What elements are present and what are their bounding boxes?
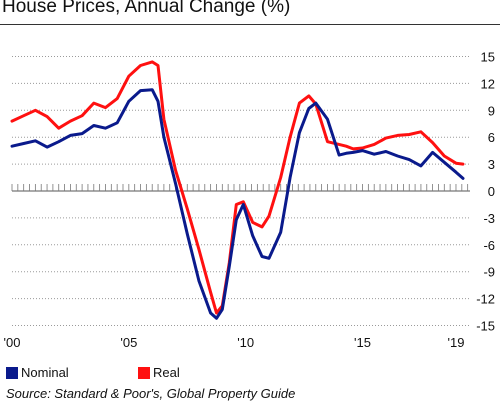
y-tick-label: -15	[476, 319, 495, 334]
y-tick-label: -9	[483, 265, 495, 280]
real-swatch	[138, 366, 150, 379]
legend-item-real: Real	[138, 365, 180, 380]
chart-title: House Prices, Annual Change (%)	[2, 0, 291, 17]
x-tick-label: '10	[237, 335, 254, 350]
y-tick-label: -3	[483, 211, 495, 226]
y-tick-label: 15	[481, 49, 495, 64]
legend-label-real: Real	[153, 365, 180, 380]
series-line-nominal	[10, 88, 465, 320]
x-tick-label: '05	[120, 335, 137, 350]
y-tick-label: 3	[488, 157, 495, 172]
y-tick-label: -6	[483, 238, 495, 253]
title-divider	[0, 24, 500, 25]
x-tick-label: '19	[448, 335, 465, 350]
legend-label-nominal: Nominal	[21, 365, 69, 380]
y-tick-label: 9	[488, 103, 495, 118]
y-tick-label: 0	[488, 184, 495, 199]
x-tick-labels: '00 '05 '10 '15 '19	[4, 335, 465, 350]
x-tick-label: '00	[4, 335, 21, 350]
source-note: Source: Standard & Poor's, Global Proper…	[6, 386, 296, 401]
series-layer	[10, 60, 465, 320]
y-tick-label: 6	[488, 130, 495, 145]
nominal-swatch	[6, 366, 18, 379]
legend-item-nominal: Nominal	[6, 365, 69, 380]
y-tick-label: -12	[476, 292, 495, 307]
x-axis	[11, 184, 470, 192]
x-tick-label: '15	[354, 335, 371, 350]
y-tick-label: 12	[481, 76, 495, 91]
series-line-real	[10, 60, 465, 315]
y-tick-labels: 15 12 9 6 3 0 -3 -6 -9 -12 -15	[476, 49, 495, 333]
